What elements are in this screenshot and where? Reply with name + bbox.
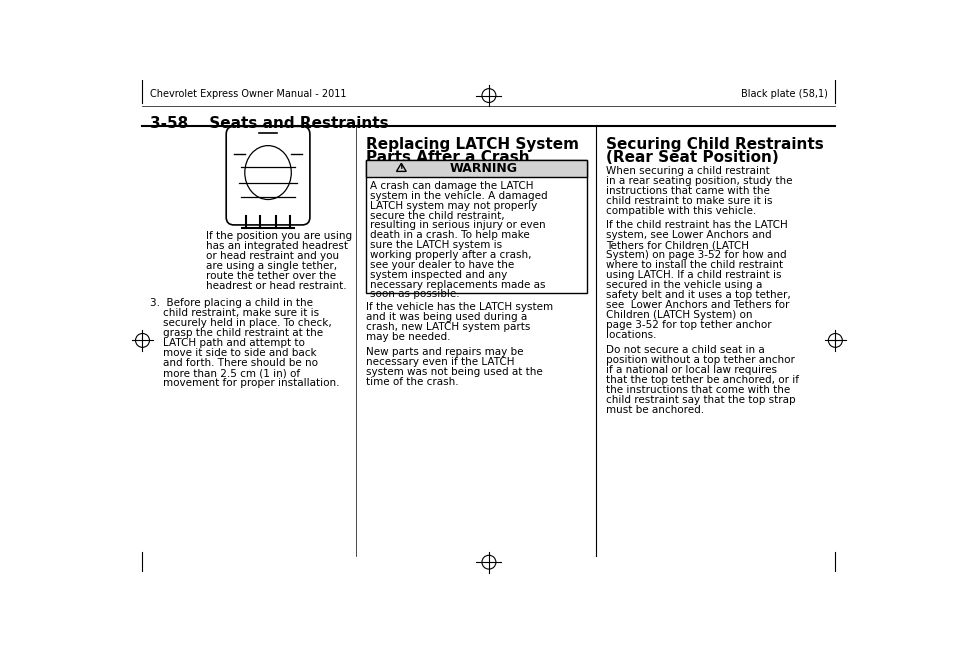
Text: in a rear seating position, study the: in a rear seating position, study the: [605, 176, 792, 186]
Text: child restraint to make sure it is: child restraint to make sure it is: [605, 196, 772, 206]
Text: system, see Lower Anchors and: system, see Lower Anchors and: [605, 230, 771, 240]
Text: LATCH path and attempt to: LATCH path and attempt to: [150, 338, 305, 348]
Text: If the vehicle has the LATCH system: If the vehicle has the LATCH system: [365, 302, 552, 312]
Text: If the child restraint has the LATCH: If the child restraint has the LATCH: [605, 220, 787, 230]
Text: !: !: [399, 165, 403, 174]
Text: more than 2.5 cm (1 in) of: more than 2.5 cm (1 in) of: [150, 368, 300, 378]
FancyBboxPatch shape: [365, 160, 586, 293]
Text: or head restraint and you: or head restraint and you: [206, 251, 339, 261]
Text: Chevrolet Express Owner Manual - 2011: Chevrolet Express Owner Manual - 2011: [150, 90, 346, 100]
Text: the instructions that come with the: the instructions that come with the: [605, 385, 789, 395]
Text: When securing a child restraint: When securing a child restraint: [605, 166, 769, 176]
Text: resulting in serious injury or even: resulting in serious injury or even: [370, 220, 545, 230]
Text: System) on page 3-52 for how and: System) on page 3-52 for how and: [605, 250, 786, 261]
Text: grasp the child restraint at the: grasp the child restraint at the: [150, 328, 323, 338]
Text: time of the crash.: time of the crash.: [365, 377, 457, 387]
Text: necessary even if the LATCH: necessary even if the LATCH: [365, 357, 514, 367]
Text: Replacing LATCH System: Replacing LATCH System: [365, 137, 578, 152]
Text: sure the LATCH system is: sure the LATCH system is: [370, 240, 502, 250]
Text: WARNING: WARNING: [450, 162, 517, 175]
Text: are using a single tether,: are using a single tether,: [206, 261, 336, 271]
Text: A crash can damage the LATCH: A crash can damage the LATCH: [370, 181, 534, 191]
Text: crash, new LATCH system parts: crash, new LATCH system parts: [365, 322, 530, 332]
Text: working properly after a crash,: working properly after a crash,: [370, 250, 531, 260]
Text: Children (LATCH System) on: Children (LATCH System) on: [605, 311, 752, 321]
Text: position without a top tether anchor: position without a top tether anchor: [605, 355, 794, 365]
Text: secure the child restraint,: secure the child restraint,: [370, 210, 504, 220]
Text: safety belt and it uses a top tether,: safety belt and it uses a top tether,: [605, 291, 790, 301]
Text: 3-58    Seats and Restraints: 3-58 Seats and Restraints: [150, 116, 389, 130]
Text: has an integrated headrest: has an integrated headrest: [206, 241, 348, 251]
Text: necessary replacements made as: necessary replacements made as: [370, 280, 545, 290]
Text: If the position you are using: If the position you are using: [206, 231, 352, 241]
Text: locations.: locations.: [605, 331, 656, 341]
Text: Securing Child Restraints: Securing Child Restraints: [605, 137, 822, 152]
Text: route the tether over the: route the tether over the: [206, 271, 335, 281]
Text: Tethers for Children (LATCH: Tethers for Children (LATCH: [605, 240, 748, 250]
Text: Parts After a Crash: Parts After a Crash: [365, 150, 529, 165]
Text: system inspected and any: system inspected and any: [370, 270, 507, 280]
Text: child restraint say that the top strap: child restraint say that the top strap: [605, 395, 795, 405]
Text: page 3-52 for top tether anchor: page 3-52 for top tether anchor: [605, 321, 771, 331]
FancyBboxPatch shape: [365, 160, 586, 177]
Text: instructions that came with the: instructions that came with the: [605, 186, 769, 196]
FancyBboxPatch shape: [226, 126, 310, 225]
Text: Do not secure a child seat in a: Do not secure a child seat in a: [605, 345, 764, 355]
Text: LATCH system may not properly: LATCH system may not properly: [370, 201, 537, 210]
Text: system was not being used at the: system was not being used at the: [365, 367, 542, 377]
Text: move it side to side and back: move it side to side and back: [150, 348, 316, 358]
Text: and it was being used during a: and it was being used during a: [365, 312, 526, 322]
Text: must be anchored.: must be anchored.: [605, 405, 703, 415]
Text: see your dealer to have the: see your dealer to have the: [370, 260, 514, 270]
Text: movement for proper installation.: movement for proper installation.: [150, 378, 339, 388]
Text: securely held in place. To check,: securely held in place. To check,: [150, 318, 332, 328]
Text: (Rear Seat Position): (Rear Seat Position): [605, 150, 778, 165]
Text: system in the vehicle. A damaged: system in the vehicle. A damaged: [370, 191, 547, 201]
Text: if a national or local law requires: if a national or local law requires: [605, 365, 776, 375]
Ellipse shape: [245, 146, 291, 200]
Text: headrest or head restraint.: headrest or head restraint.: [206, 281, 346, 291]
Text: New parts and repairs may be: New parts and repairs may be: [365, 347, 522, 357]
Text: may be needed.: may be needed.: [365, 332, 450, 342]
Text: using LATCH. If a child restraint is: using LATCH. If a child restraint is: [605, 271, 781, 281]
Text: child restraint, make sure it is: child restraint, make sure it is: [150, 308, 319, 318]
Text: death in a crash. To help make: death in a crash. To help make: [370, 230, 530, 240]
Text: 3.  Before placing a child in the: 3. Before placing a child in the: [150, 298, 313, 308]
Text: and forth. There should be no: and forth. There should be no: [150, 358, 318, 368]
Text: see  Lower Anchors and Tethers for: see Lower Anchors and Tethers for: [605, 301, 788, 311]
Text: compatible with this vehicle.: compatible with this vehicle.: [605, 206, 756, 216]
Text: that the top tether be anchored, or if: that the top tether be anchored, or if: [605, 375, 798, 385]
Text: soon as possible.: soon as possible.: [370, 289, 459, 299]
Text: secured in the vehicle using a: secured in the vehicle using a: [605, 281, 761, 291]
Text: Black plate (58,1): Black plate (58,1): [740, 90, 827, 100]
Text: where to install the child restraint: where to install the child restraint: [605, 261, 782, 271]
